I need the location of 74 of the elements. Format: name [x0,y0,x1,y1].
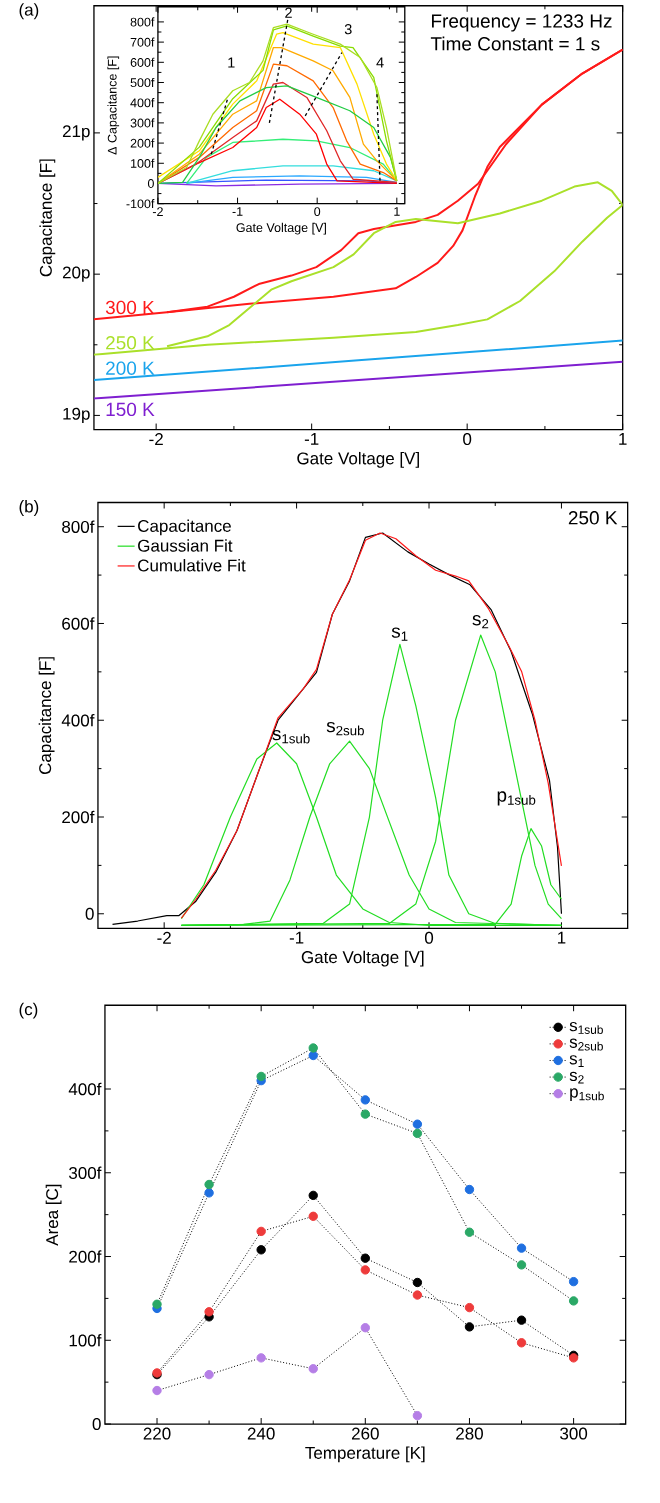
x-axis-title: Gate Voltage [V] [297,451,420,468]
legend-label: s$_{2sub}$ [569,1038,604,1051]
x-tick-label: -1 [232,207,243,216]
legend-label: Gaussian Fit [138,539,233,552]
chart-title: (b) [19,500,39,516]
y-tick-label: 300f [130,118,155,128]
y-tick-label: 19p [63,407,90,424]
y-tick-label: 400f [61,714,95,727]
y-tick-label: 500f [130,77,155,88]
y-axis-title: Δ Capacitance [F] [107,56,120,155]
y-tick-label: 0 [85,907,94,920]
series-label: 200 K [106,361,155,375]
x-tick-label: 1 [394,207,400,216]
x-axis-title: Temperature [K] [305,1446,425,1463]
y-axis-title: Capacitance [F] [39,159,56,277]
annotation: 3 [344,24,352,35]
annotation: 250 K [569,511,618,525]
x-tick-label: 240 [248,1427,275,1440]
series-label: 300 K [106,300,155,315]
x-tick-label: 260 [352,1427,379,1440]
x-tick-label: -2 [149,433,164,445]
x-axis-title: Gate Voltage [V] [236,222,327,235]
y-tick-label: 0 [92,1418,101,1431]
y-tick-label: 0 [148,179,155,188]
legend-label: s$_{2}$ [569,1071,584,1084]
annotation: 4 [376,57,384,68]
annotation: Frequency = 1233 Hz [432,14,612,32]
legend-label: Capacitance [138,519,232,536]
y-tick-label: 700f [130,37,155,47]
y-tick-label: 100f [131,158,155,168]
x-tick-label: -2 [153,207,164,216]
y-tick-label: 300f [69,1166,102,1179]
legend-label: Cumulative Fit [138,559,246,572]
x-tick-label: 220 [143,1427,171,1440]
x-axis-title: Gate Voltage [V] [301,950,424,967]
y-tick-label: 200f [62,810,95,824]
chart-title: (a) [19,3,39,20]
y-tick-label: 200f [130,138,155,148]
x-tick-label: 1 [558,931,566,944]
y-tick-label: 800f [62,520,95,533]
y-tick-label: 20p [63,266,90,282]
chart-title: (c) [19,1002,38,1019]
annotation: s$_{2sub}$ [326,721,365,736]
x-tick-label: 1 [619,433,627,445]
x-tick-label: -1 [305,433,319,445]
annotation: s$_{1}$ [391,627,408,641]
annotation: Time Constant = 1 s [431,36,600,51]
series-label: 250 K [106,336,155,350]
y-tick-label: 600f [62,617,95,630]
legend-label: s$_{1sub}$ [569,1021,604,1034]
annotation: s$_{2}$ [472,615,489,629]
annotation: 2 [285,7,292,18]
annotation: 1 [228,57,235,68]
x-tick-label: 300 [560,1427,588,1440]
y-tick-label: -100f [126,199,155,209]
y-tick-label: 200f [69,1250,102,1263]
legend-label: p$_{1sub}$ [570,1088,605,1102]
y-tick-label: 800f [130,17,155,27]
y-tick-label: 400f [130,98,155,108]
x-tick-label: 0 [314,207,321,217]
legend-label: s$_{1}$ [569,1055,584,1067]
y-tick-label: 100f [69,1334,102,1347]
series-label: 150 K [106,402,155,417]
y-tick-label: 400f [68,1082,102,1096]
y-axis-title: Capacitance [F] [38,657,55,775]
x-tick-label: 0 [463,433,472,446]
x-tick-label: -2 [157,931,172,944]
x-tick-label: -1 [289,931,304,944]
x-tick-label: 0 [425,931,434,944]
y-tick-label: 21p [63,125,90,141]
y-tick-label: 600f [130,57,155,67]
x-tick-label: 280 [456,1427,484,1440]
annotation: s$_{1sub}$ [272,729,310,744]
y-axis-title: Area [C] [45,1184,62,1246]
